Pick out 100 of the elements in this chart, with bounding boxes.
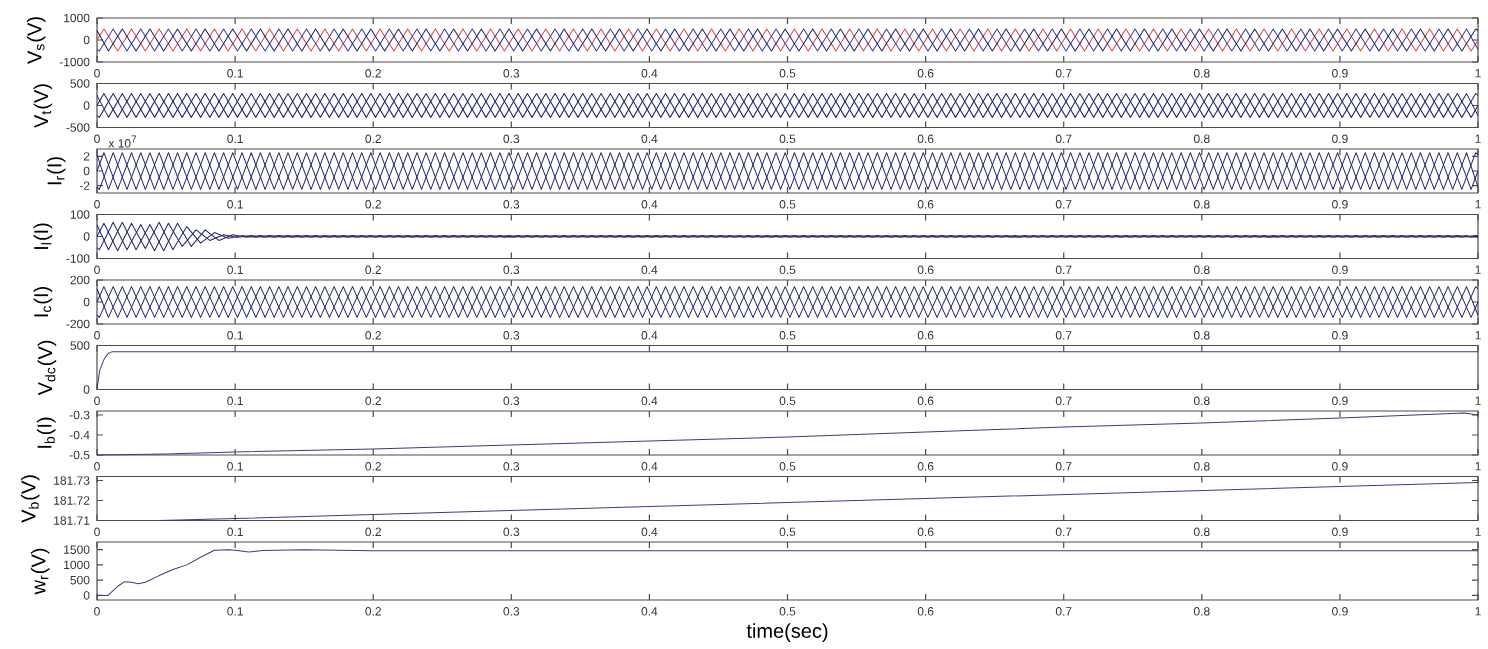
x-tick-label: 0.7 [1055, 527, 1072, 537]
x-tick-label: 0.3 [503, 134, 520, 144]
x-tick-label: 0.3 [503, 527, 520, 537]
x-tick-label: 0.8 [1193, 396, 1210, 406]
x-tick-label: 0.6 [917, 134, 934, 144]
x-tick-label: 0.1 [227, 331, 243, 340]
x-tick-label: 0.5 [779, 462, 796, 471]
y-tick-label: 0 [83, 297, 90, 307]
x-tick-label: 0 [94, 134, 100, 144]
x-tick-label: 1 [1475, 607, 1481, 616]
x-tick-label: 1 [1475, 200, 1481, 209]
x-tick-label: 0.1 [227, 527, 243, 537]
y-axis-title: V$_{dc}$(V) [37, 340, 57, 396]
y-axis-title: I$_{l}$(I) [33, 223, 53, 249]
y-tick-label: 0 [83, 101, 90, 110]
x-tick-label: 0.4 [641, 607, 658, 616]
x-tick-label: 0.4 [641, 396, 658, 406]
x-tick-label: 1 [1475, 462, 1481, 471]
x-tick-label: 0.4 [641, 265, 658, 275]
x-tick-label: 0.5 [779, 69, 796, 78]
x-tick-label: 0.2 [365, 134, 381, 144]
y-tick-label: -500 [66, 123, 90, 132]
x-tick-label: 0 [94, 265, 100, 275]
x-tick-label: 0.9 [1332, 265, 1348, 275]
x-tick-label: 1 [1475, 396, 1481, 405]
x-tick-label: 1 [1475, 69, 1481, 78]
x-tick-label: 0.3 [503, 331, 520, 340]
y-tick-label: -1000 [59, 57, 90, 67]
x-tick-label: 0.5 [779, 396, 796, 406]
x-tick-label: 0.7 [1055, 200, 1072, 209]
x-tick-label: 0.4 [641, 134, 658, 144]
y-tick-label: 500 [70, 575, 90, 585]
y-tick-label: 1000 [64, 560, 90, 570]
x-tick-label: 0.1 [227, 396, 243, 406]
y-tick-label: 0 [83, 232, 90, 241]
x-tick-label: 0.1 [227, 134, 243, 144]
x-tick-label: 1 [1475, 134, 1481, 143]
x-tick-label: 0.3 [503, 200, 520, 209]
x-tick-label: 0.8 [1193, 200, 1210, 209]
x-tick-label: 0 [94, 607, 100, 616]
x-tick-label: 0.3 [503, 462, 520, 471]
x-tick-label: 0.4 [641, 462, 658, 471]
x-tick-label: 0.6 [917, 607, 934, 616]
x-tick-label: 0.7 [1055, 462, 1072, 471]
x-tick-label: 0.2 [365, 69, 381, 78]
y-tick-label: 500 [70, 79, 90, 88]
y-tick-label: -0.5 [69, 450, 90, 460]
x-tick-label: 0.4 [641, 69, 658, 78]
x-tick-label: 0.9 [1332, 462, 1348, 471]
y-tick-label: -100 [66, 254, 90, 263]
x-tick-label: 0.1 [227, 265, 243, 275]
x-tick-label: 1 [1475, 527, 1481, 536]
x-tick-label: 0.8 [1193, 462, 1210, 471]
x-tick-label: 0.6 [917, 265, 934, 275]
x-tick-label: 0.9 [1332, 331, 1348, 340]
y-tick-label: 100 [70, 210, 90, 219]
y-tick-label: -0.4 [69, 430, 90, 440]
x-tick-label: 0.5 [779, 527, 796, 537]
x-tick-label: 0.2 [365, 607, 381, 616]
x-tick-label: 0.7 [1055, 265, 1072, 275]
x-tick-label: 0.1 [227, 200, 243, 209]
text: x 10$^{7}$ [108, 135, 137, 148]
x-tick-label: 0.7 [1055, 607, 1072, 616]
x-tick-label: 0.2 [365, 527, 381, 537]
x-tick-label: 0.6 [917, 527, 934, 537]
y-tick-label: 0 [83, 166, 90, 176]
y-tick-label: 0 [83, 591, 90, 600]
y-tick-label: 0 [83, 385, 90, 394]
x-tick-label: 0.5 [779, 331, 796, 340]
x-tick-label: 0.4 [641, 527, 658, 537]
y-axis-title: V$_{t}$(V) [33, 84, 53, 128]
y-axis-title: V$_{s}$(V) [26, 17, 46, 64]
y-tick-label: -0.3 [69, 410, 90, 420]
x-tick-label: 0.5 [779, 200, 796, 209]
x-tick-label: 0.6 [917, 69, 934, 78]
x-tick-label: 0.9 [1332, 396, 1348, 406]
x-tick-label: 0.6 [917, 200, 934, 209]
y-tick-label: 200 [70, 275, 90, 285]
x-tick-label: 0.7 [1055, 331, 1072, 340]
y-axis-title: I$_{r}$(I) [46, 157, 66, 185]
x-tick-label: 0.2 [365, 396, 381, 406]
x-tick-label: 0.5 [779, 607, 796, 616]
y-tick-label: 181.72 [54, 496, 90, 505]
x-tick-label: 0.1 [227, 69, 243, 78]
x-tick-label: 0 [94, 200, 100, 209]
x-axis-title: time(sec) [746, 623, 828, 642]
y-tick-label: 2 [83, 152, 90, 161]
x-tick-label: 1 [1475, 265, 1481, 274]
x-tick-label: 0.9 [1332, 134, 1348, 144]
x-tick-label: 0.2 [365, 200, 381, 209]
y-tick-label: -2 [79, 181, 90, 190]
x-tick-label: 0.2 [365, 331, 381, 340]
x-tick-label: 0.8 [1193, 331, 1210, 340]
x-tick-label: 0.1 [227, 462, 243, 471]
x-tick-label: 1 [1475, 331, 1481, 340]
y-axis-title: V$_{b}$(V) [20, 475, 40, 523]
x-tick-label: 0 [94, 527, 100, 537]
y-axis-title: w$_{r}$(V) [30, 548, 50, 595]
x-tick-label: 0.7 [1055, 69, 1072, 78]
x-tick-label: 0.3 [503, 69, 520, 78]
